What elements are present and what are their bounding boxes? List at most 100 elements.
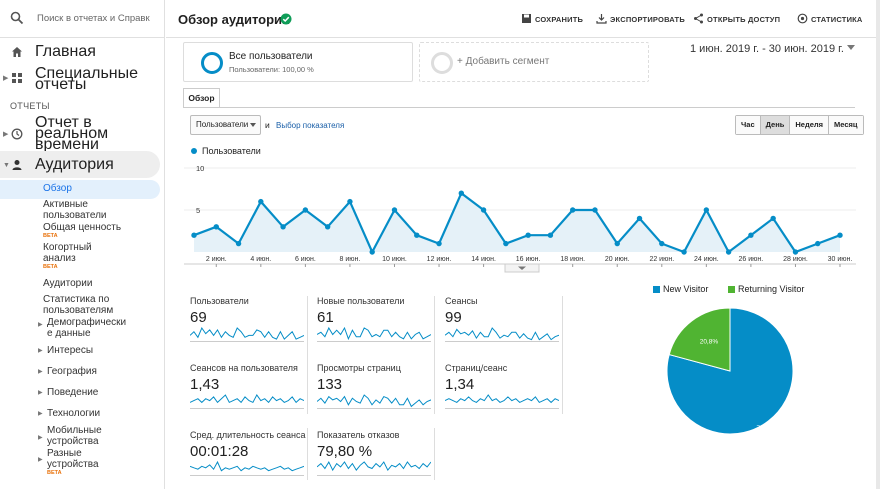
save-button[interactable]: СОХРАНИТЬ	[522, 14, 583, 24]
metric-value: 99	[445, 309, 462, 326]
data-point	[213, 224, 219, 230]
metric-card[interactable]: Показатель отказов 79,80 %	[317, 430, 435, 484]
search-icon	[10, 11, 24, 25]
metric-value: 79,80 %	[317, 443, 373, 460]
sidebar-subitem-interests[interactable]: Интересы	[47, 345, 94, 356]
data-point	[592, 207, 598, 213]
sidebar-subitem-label: Активные	[43, 199, 88, 210]
expand-arrow-icon: ▶	[3, 131, 9, 138]
metric-value: 1,43	[190, 376, 220, 393]
sidebar-item-label: отчеты	[35, 76, 87, 93]
add-segment-button[interactable]: + Добавить сегмент	[419, 42, 649, 82]
data-point	[547, 232, 554, 238]
metric-value: 133	[317, 376, 343, 393]
sidebar-subitem-user-explorer[interactable]: Статистика по пользователям	[43, 294, 113, 316]
select-metric-link[interactable]: Выбор показателя	[276, 121, 345, 130]
report-header: Обзор аудитории СОХРАНИТЬ ЭКСПОРТИРОВАТЬ…	[166, 0, 880, 38]
data-point	[347, 198, 353, 205]
metric-label: Пользователи	[190, 296, 249, 306]
data-point	[659, 240, 665, 247]
metric-select[interactable]: Пользователи	[190, 115, 261, 135]
main-content: Обзор аудитории СОХРАНИТЬ ЭКСПОРТИРОВАТЬ…	[166, 0, 880, 489]
segment-all-users[interactable]: Все пользователи Пользователи: 100,00 %	[183, 42, 413, 82]
metric-card[interactable]: Просмотры страниц 133	[317, 363, 435, 417]
insights-icon	[797, 13, 808, 24]
search-bar[interactable]: Поиск в отчетах и Справк	[0, 0, 165, 38]
page-title: Обзор аудитории	[178, 12, 291, 27]
beta-badge: BETA	[43, 264, 58, 270]
sidebar-subitem-audiences[interactable]: Аудитории	[43, 278, 93, 289]
metric-card[interactable]: Пользователи 69	[190, 296, 308, 350]
and-label: и	[265, 120, 270, 130]
expand-arrow-icon: ▶	[38, 457, 43, 463]
insights-button[interactable]: СТАТИСТИКА	[797, 13, 863, 24]
sidebar-subitem-behavior[interactable]: Поведение	[47, 387, 99, 398]
granularity-hour-button[interactable]: Час	[736, 116, 761, 134]
date-range-label: 1 июн. 2019 г. - 30 июн. 2019 г.	[690, 43, 844, 55]
sidebar-subitem-technology[interactable]: Технологии	[47, 408, 101, 419]
sidebar-item-custom-reports[interactable]: ▶ Специальные отчеты	[0, 66, 160, 93]
sidebar-subitem-geo[interactable]: География	[47, 366, 97, 377]
metric-label: Сред. длительность сеанса	[190, 430, 306, 440]
share-button[interactable]: ОТКРЫТЬ ДОСТУП	[694, 13, 780, 24]
area-fill	[194, 193, 840, 252]
data-point	[458, 190, 465, 196]
expand-arrow-icon: ▶	[3, 75, 9, 82]
metric-label: Сеансов на пользователя	[190, 363, 298, 373]
granularity-day-button[interactable]: День	[760, 116, 791, 134]
metric-card[interactable]: Сеансов на пользователя 1,43	[190, 363, 308, 417]
metric-sparkline	[190, 460, 304, 476]
x-tick-label: 12 июн.	[427, 256, 452, 263]
tab-overview[interactable]: Обзор	[183, 88, 220, 108]
sidebar-subitem-cohort[interactable]: Когортный анализ	[43, 242, 92, 264]
chevron-down-icon	[250, 123, 256, 127]
x-tick-label: 2 июн.	[206, 256, 227, 263]
data-point	[302, 207, 309, 213]
export-button-label: ЭКСПОРТИРОВАТЬ	[610, 15, 685, 24]
metric-divider	[434, 296, 435, 414]
section-label-reports: ОТЧЕТЫ	[10, 101, 50, 111]
legend-label: New Visitor	[663, 284, 709, 294]
segment-ring-icon	[201, 52, 223, 74]
sparkline-path	[317, 460, 431, 472]
metric-card[interactable]: Новые пользователи 61	[317, 296, 435, 350]
sidebar-item-realtime[interactable]: ▶ Отчет в реальном времени	[0, 115, 160, 153]
x-tick-label: 30 июн.	[828, 256, 853, 263]
person-icon	[12, 160, 22, 170]
insights-button-label: СТАТИСТИКА	[811, 15, 863, 24]
sidebar-subitem-demographics[interactable]: Демографически е данные	[47, 317, 126, 339]
granularity-month-button[interactable]: Месяц	[829, 116, 863, 134]
search-input[interactable]: Поиск в отчетах и Справк	[37, 13, 150, 24]
sidebar-subitem-mobile[interactable]: Мобильные устройства	[47, 425, 102, 447]
sidebar-item-home[interactable]: Главная	[0, 44, 160, 60]
data-point	[391, 207, 398, 213]
expand-arrow-icon: ▶	[38, 435, 43, 441]
expand-arrow-icon: ▶	[38, 322, 43, 328]
metric-card[interactable]: Сред. длительность сеанса 00:01:28	[190, 430, 308, 484]
data-point	[725, 249, 732, 255]
sidebar-subitem-active-users[interactable]: Активные пользователи	[43, 199, 107, 221]
download-icon	[596, 14, 607, 24]
sidebar-subitem-overview[interactable]: Обзор	[43, 183, 72, 194]
scrollbar[interactable]	[876, 0, 880, 489]
metric-sparkline	[445, 394, 559, 409]
metric-label: Просмотры страниц	[317, 363, 401, 373]
data-point	[525, 232, 531, 238]
series-line	[193, 191, 841, 255]
expand-arrow-icon: ▶	[38, 411, 43, 417]
sidebar-item-audience[interactable]: ▼ Аудитория	[0, 157, 160, 173]
x-tick-label: 24 июн.	[694, 256, 719, 263]
granularity-week-button[interactable]: Неделя	[790, 116, 830, 134]
chevron-down-icon	[847, 45, 855, 50]
data-point	[770, 215, 776, 222]
date-range-picker[interactable]: 1 июн. 2019 г. - 30 июн. 2019 г.	[690, 43, 855, 55]
metric-card[interactable]: Сеансы 99	[445, 296, 563, 350]
data-point	[258, 198, 264, 205]
export-button[interactable]: ЭКСПОРТИРОВАТЬ	[596, 14, 685, 24]
sidebar-subitem-cross-device[interactable]: Разные устройства	[47, 448, 99, 470]
sidebar-subitem-lifetime-value[interactable]: Общая ценность	[43, 222, 122, 233]
x-tick-label: 6 июн.	[295, 256, 316, 263]
metric-card[interactable]: Страниц/сеанс 1,34	[445, 363, 563, 417]
active-section-highlight	[0, 151, 160, 178]
metric-divider	[307, 296, 308, 414]
